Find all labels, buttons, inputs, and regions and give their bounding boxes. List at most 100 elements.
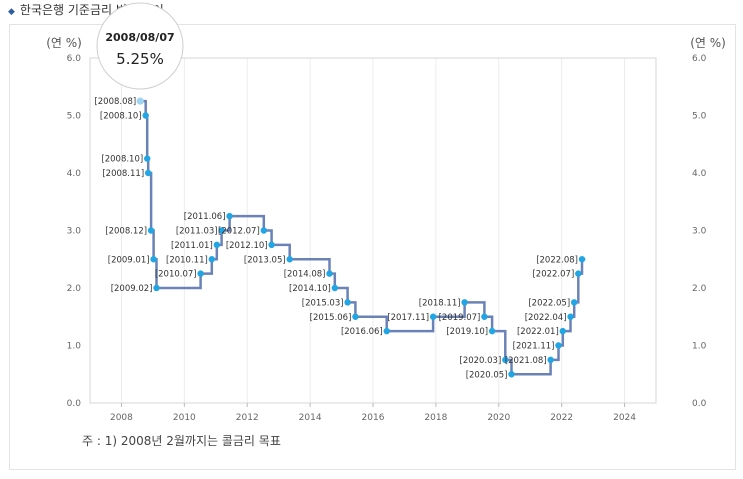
data-label: [2015.03] (302, 298, 344, 308)
y-tick-label-left: 4.0 (67, 169, 82, 179)
data-label: [2009.02] (111, 284, 153, 294)
data-label: [2012.07] (218, 227, 260, 237)
chart-frame (9, 24, 736, 470)
y-axis-left: 0.0 1.0 2.0 3.0 4.0 5.0 6.0 (67, 54, 82, 409)
x-tick-label: 2016 (362, 413, 385, 423)
tooltip-value: 5.25% (116, 50, 164, 68)
data-label: [2022.07] (532, 270, 574, 280)
data-label: [2014.10] (289, 284, 331, 294)
data-label: [2020.03] (460, 356, 502, 366)
data-point[interactable] (144, 169, 152, 177)
data-label: [2017.11] (387, 313, 429, 323)
y-tick-label-right: 5.0 (692, 112, 707, 122)
data-labels: [2008.08] [2008.10] [2008.10] [2008.11] [200… (94, 97, 578, 380)
data-point[interactable] (383, 327, 390, 335)
tooltip-bubble (96, 2, 184, 90)
y-tick-label-right: 4.0 (692, 169, 707, 179)
y-tick-label-left: 1.0 (67, 342, 82, 352)
x-tick-label: 2008 (110, 413, 133, 423)
data-point[interactable] (567, 313, 574, 320)
data-label: [2009.01] (108, 255, 150, 265)
data-label: [2010.11] (166, 255, 208, 265)
data-point[interactable] (547, 356, 554, 364)
data-point[interactable] (153, 284, 160, 292)
y-tick-label-left: 3.0 (67, 227, 82, 237)
data-label: [2021.11] (513, 342, 555, 352)
data-point[interactable] (197, 270, 204, 277)
data-points (136, 97, 586, 378)
y-tick-label-right: 1.0 (692, 342, 707, 352)
data-point[interactable] (559, 327, 566, 335)
x-tick-label: 2022 (550, 413, 573, 423)
diamond-bullet-icon: ◆ (8, 7, 15, 17)
data-point[interactable] (344, 299, 351, 306)
data-label: [2008.10] (101, 155, 143, 165)
data-point[interactable] (326, 270, 333, 277)
y-tick-label-left: 0.0 (67, 399, 82, 409)
data-point[interactable] (461, 299, 468, 306)
data-point[interactable] (488, 327, 496, 335)
data-point[interactable] (268, 241, 275, 249)
y-tick-label-right: 3.0 (692, 227, 707, 237)
data-label: [2012.10] (226, 241, 268, 251)
data-point[interactable] (578, 256, 586, 263)
y-axis-label-left: (연 %) (46, 36, 82, 50)
data-label: [2013.05] (244, 255, 286, 265)
data-point[interactable] (575, 270, 582, 277)
data-point[interactable] (286, 256, 293, 263)
data-label: [2008.10] (100, 112, 142, 122)
data-point[interactable] (331, 284, 339, 292)
x-tick-label: 2010 (173, 413, 196, 423)
y-tick-label-right: 0.0 (692, 399, 707, 409)
data-label: [2011.06] (184, 212, 226, 222)
data-label: [2015.06] (310, 313, 352, 323)
data-point[interactable] (570, 299, 578, 306)
x-tick-label: 2020 (487, 413, 510, 423)
y-tick-label-left: 6.0 (67, 54, 82, 64)
y-tick-label-left: 2.0 (67, 284, 82, 294)
y-axis-label-right: (연 %) (690, 36, 726, 50)
data-point[interactable] (142, 112, 149, 119)
data-label: [2008.12] (105, 227, 147, 237)
data-point[interactable] (208, 256, 216, 263)
data-point[interactable] (226, 212, 233, 220)
footnote: 주 : 1) 2008년 2월까지는 콜금리 목표 (82, 434, 281, 448)
data-point[interactable] (481, 313, 488, 320)
data-point[interactable] (429, 313, 437, 320)
x-tick-label: 2024 (613, 413, 636, 423)
data-point[interactable] (352, 313, 359, 320)
data-point[interactable] (218, 227, 225, 234)
y-tick-label-left: 5.0 (67, 112, 82, 122)
data-point[interactable] (147, 227, 155, 234)
data-point[interactable] (213, 241, 221, 249)
y-tick-label-right: 6.0 (692, 54, 707, 64)
data-label: [2020.05] (466, 370, 508, 380)
data-label: [2022.05] (528, 298, 570, 308)
data-point[interactable] (150, 256, 157, 263)
data-point[interactable] (260, 227, 268, 234)
data-point[interactable] (502, 356, 509, 364)
data-point[interactable] (144, 155, 151, 162)
data-point[interactable] (136, 97, 144, 105)
x-axis: 2008 2010 2012 2014 2016 2018 2020 2022 2024 (110, 403, 636, 423)
data-point[interactable] (508, 371, 515, 378)
data-point[interactable] (555, 342, 562, 349)
x-tick-label: 2012 (236, 413, 259, 423)
data-label: [2016.06] (341, 327, 383, 337)
tooltip[interactable]: 2008/08/07 5.25% (96, 2, 184, 90)
data-label: [2019.07] (439, 313, 481, 323)
data-label: [2021.08] (505, 356, 547, 366)
data-label: [2022.01] (517, 327, 559, 337)
data-label: [2008.11] (102, 169, 144, 179)
data-label: [2014.08] (284, 270, 326, 280)
data-label: [2019.10] (446, 327, 488, 337)
x-tick-label: 2014 (299, 413, 322, 423)
tooltip-date: 2008/08/07 (105, 31, 174, 44)
data-label: [2010.07] (155, 270, 197, 280)
data-label: [2018.11] (419, 298, 461, 308)
x-tick-label: 2018 (424, 413, 447, 423)
y-tick-label-right: 2.0 (692, 284, 707, 294)
data-label: [2011.03] (176, 227, 218, 237)
data-label: [2011.01] (171, 241, 213, 251)
